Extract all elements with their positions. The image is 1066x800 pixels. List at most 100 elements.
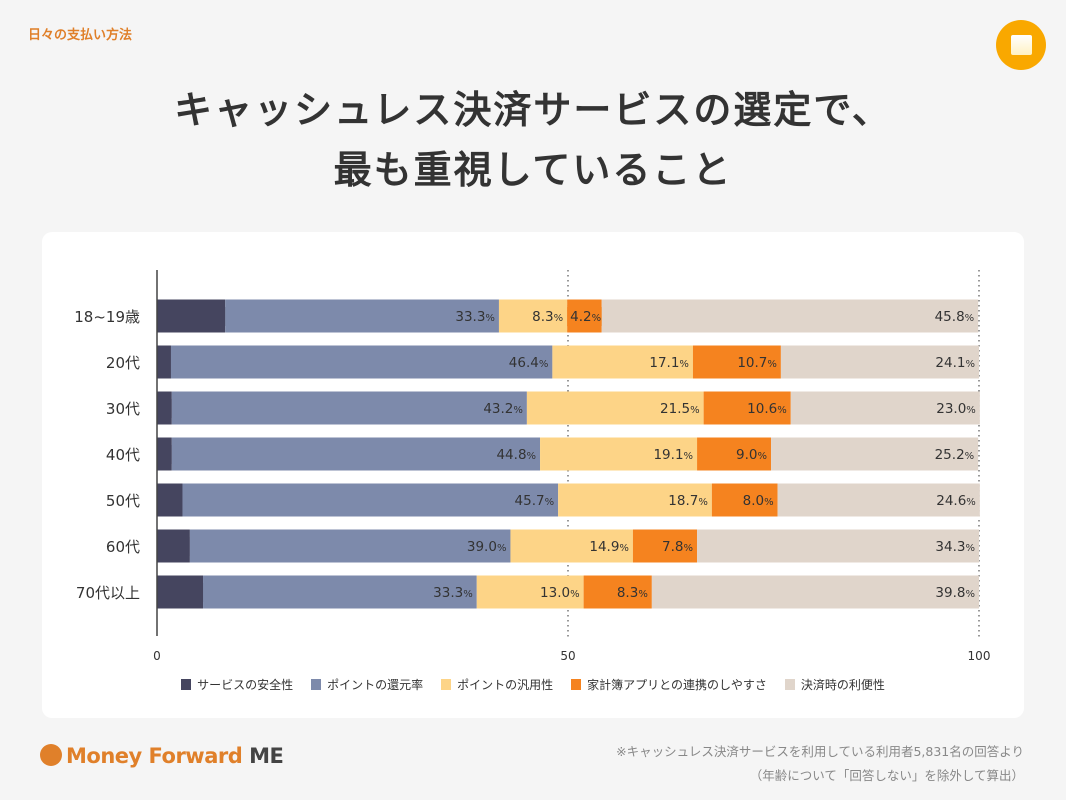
bar-segment	[157, 575, 204, 609]
data-label: 46.4%	[509, 355, 549, 371]
legend-item: 家計簿アプリとの連携のしやすさ	[571, 678, 767, 692]
bar-segment	[476, 575, 584, 609]
legend-label: 決済時の利便性	[800, 678, 885, 692]
bar-segment	[225, 299, 499, 333]
legend-label: ポイントの還元率	[327, 678, 424, 692]
bar-segment	[777, 483, 980, 517]
data-label: 24.1%	[935, 355, 975, 371]
data-label: 18.7%	[668, 493, 708, 509]
legend-swatch	[181, 679, 192, 690]
money-forward-logo: Money Forward ME	[40, 744, 284, 768]
legend-label: ポイントの汎用性	[457, 678, 554, 692]
bar-segment	[526, 391, 704, 425]
bar-segment	[711, 483, 778, 517]
legend-swatch	[784, 679, 795, 690]
category-label: 30代	[106, 400, 140, 418]
data-label: 45.7%	[515, 493, 555, 509]
data-label: 13.0%	[540, 585, 580, 601]
bar-segment	[157, 345, 171, 379]
data-label: 24.6%	[936, 493, 976, 509]
section-tag: 日々の支払い方法	[28, 28, 133, 43]
logo-me: ME	[249, 744, 284, 768]
data-label: 14.9%	[589, 539, 629, 555]
bar-segment	[510, 529, 633, 563]
data-label: 10.7%	[737, 355, 777, 371]
legend-swatch	[311, 679, 322, 690]
bar-segment	[697, 529, 979, 563]
data-label: 33.3%	[433, 585, 473, 601]
bar-segment	[601, 299, 979, 333]
legend: サービスの安全性 ポイントの還元率 ポイントの汎用性 家計簿アプリとの連携のしやすさ 決…	[0, 676, 1066, 693]
bar-segment	[157, 299, 226, 333]
label-background	[567, 307, 605, 326]
legend-item: サービスの安全性	[181, 678, 293, 692]
legend-label: サービスの安全性	[197, 678, 294, 692]
data-label: 39.8%	[935, 585, 975, 601]
bar-segment	[771, 437, 979, 471]
page-title: キャッシュレス決済サービスの選定で、 最も重視していること	[0, 80, 1066, 200]
bar-segment	[203, 575, 477, 609]
bar-segment	[583, 575, 652, 609]
data-label: 17.1%	[649, 355, 689, 371]
legend-item: ポイントの汎用性	[441, 678, 553, 692]
category-label: 40代	[106, 446, 140, 464]
bar-segment	[697, 437, 772, 471]
data-label: 4.2%	[570, 309, 601, 325]
bar-segment	[182, 483, 559, 517]
data-label: 8.3%	[617, 585, 648, 601]
bar-segment	[157, 529, 190, 563]
bar-segment	[632, 529, 698, 563]
data-label: 21.5%	[660, 401, 700, 417]
logo-text: Money Forward	[66, 744, 243, 768]
category-label: 60代	[106, 538, 140, 556]
data-label: 45.8%	[935, 309, 975, 325]
legend-item: 決済時の利便性	[784, 678, 885, 692]
data-label: 8.3%	[532, 309, 563, 325]
title-line-2: 最も重視していること	[333, 148, 733, 192]
data-label: 43.2%	[483, 401, 523, 417]
data-label: 7.8%	[662, 539, 693, 555]
legend-label: 家計簿アプリとの連携のしやすさ	[587, 678, 767, 692]
bar-segment	[540, 437, 698, 471]
footnote-line-1: ※キャッシュレス決済サービスを利用している利用者5,831名の回答より	[616, 744, 1024, 759]
legend-swatch	[571, 679, 582, 690]
data-label: 34.3%	[935, 539, 975, 555]
bar-segment	[558, 483, 712, 517]
data-label: 9.0%	[736, 447, 767, 463]
data-label: 8.0%	[743, 493, 774, 509]
bar-segment	[171, 437, 541, 471]
bar-segment	[552, 345, 693, 379]
title-line-1: キャッシュレス決済サービスの選定で、	[174, 88, 892, 132]
category-label: 20代	[106, 354, 140, 372]
category-label: 18~19歳	[74, 308, 140, 326]
data-label: 25.2%	[935, 447, 975, 463]
data-label: 19.1%	[653, 447, 693, 463]
bar-segment	[790, 391, 980, 425]
bar-segment	[157, 483, 183, 517]
legend-swatch	[441, 679, 452, 690]
x-tick-label: 0	[153, 649, 161, 663]
data-label: 44.8%	[496, 447, 536, 463]
bar-segment	[651, 575, 979, 609]
bar-segment	[170, 345, 553, 379]
footnote: ※キャッシュレス決済サービスを利用している利用者5,831名の回答より （年齢に…	[616, 740, 1024, 788]
bar-segment	[780, 345, 979, 379]
bar-segment	[157, 391, 172, 425]
wallet-icon	[996, 20, 1046, 70]
x-tick-label: 50	[560, 649, 575, 663]
x-tick-label: 100	[968, 649, 991, 663]
category-label: 50代	[106, 492, 140, 510]
bar-segment	[189, 529, 511, 563]
bar-segment	[157, 437, 172, 471]
category-label: 70代以上	[76, 584, 140, 602]
data-label: 39.0%	[467, 539, 507, 555]
footnote-line-2: （年齢について「回答しない」を除外して算出）	[749, 768, 1024, 783]
data-label: 10.6%	[747, 401, 787, 417]
legend-item: ポイントの還元率	[311, 678, 423, 692]
bar-segment	[171, 391, 527, 425]
logo-mark-icon	[40, 744, 62, 766]
bar-segment	[692, 345, 781, 379]
data-label: 23.0%	[936, 401, 976, 417]
bar-segment	[498, 299, 568, 333]
